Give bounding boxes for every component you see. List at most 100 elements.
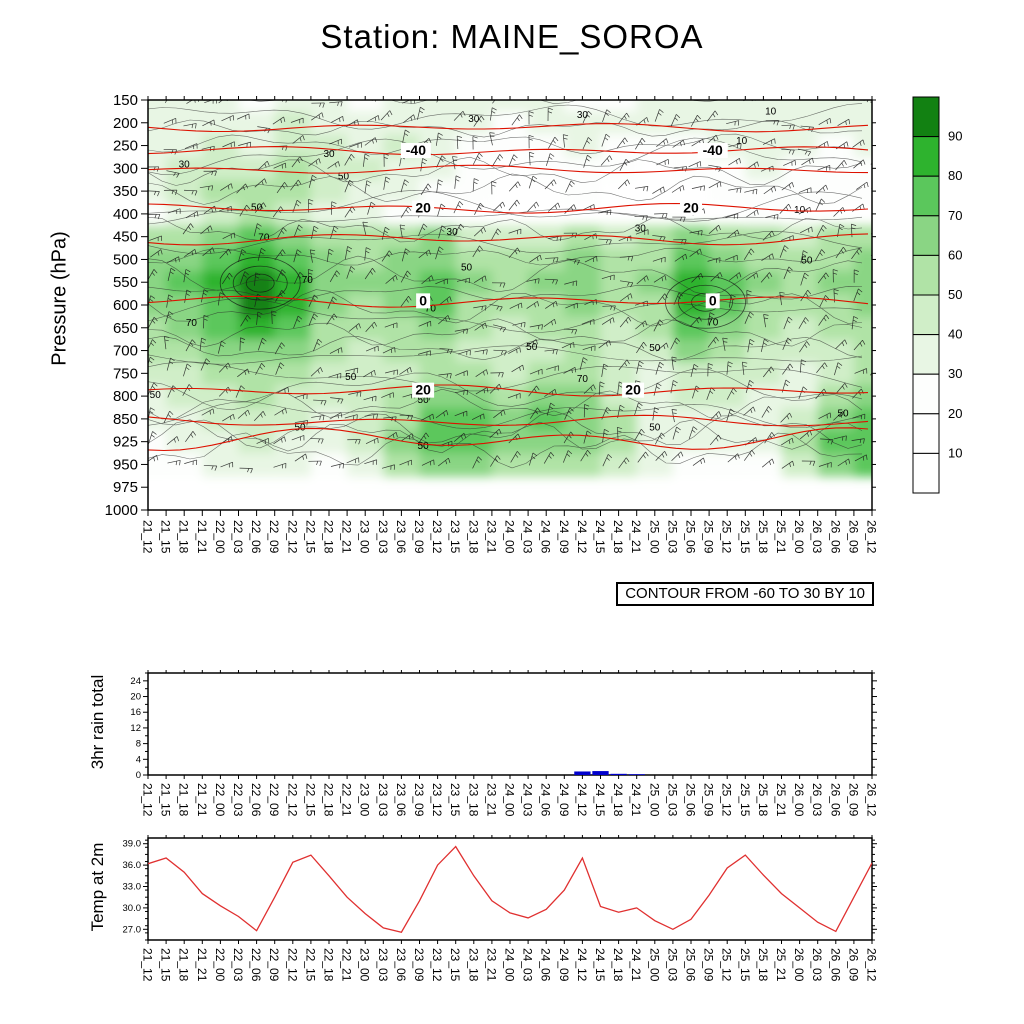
svg-text:975: 975 xyxy=(113,479,138,496)
svg-text:24_12: 24_12 xyxy=(575,520,589,554)
svg-text:23_12: 23_12 xyxy=(430,948,444,982)
svg-text:22_21: 22_21 xyxy=(340,783,354,817)
time-tick-labels: 21_12 21_15 21_18 21_21 22_00 22_03 22_06 22_09… xyxy=(141,520,879,554)
svg-text:23_12: 23_12 xyxy=(430,520,444,554)
svg-text:22_09: 22_09 xyxy=(267,783,281,817)
svg-text:800: 800 xyxy=(113,388,138,405)
svg-text:250: 250 xyxy=(113,138,138,155)
svg-text:50: 50 xyxy=(345,372,357,383)
cross-section-chart: 30 30 10 30 30 50 50 10 30 70 30 50 50 70 70 70 70 50 50 70… xyxy=(105,92,879,554)
svg-text:1000: 1000 xyxy=(105,502,138,519)
svg-text:950: 950 xyxy=(113,456,138,473)
svg-text:24_21: 24_21 xyxy=(629,783,643,817)
svg-text:25_03: 25_03 xyxy=(665,520,679,554)
svg-text:500: 500 xyxy=(113,251,138,268)
svg-text:24_18: 24_18 xyxy=(611,783,625,817)
svg-text:22_18: 22_18 xyxy=(322,520,336,554)
svg-text:24_12: 24_12 xyxy=(575,948,589,982)
svg-text:24_03: 24_03 xyxy=(521,948,535,982)
svg-text:70: 70 xyxy=(707,317,719,328)
svg-text:23_18: 23_18 xyxy=(466,948,480,982)
temp-line xyxy=(148,845,872,933)
svg-text:25_09: 25_09 xyxy=(702,783,716,817)
svg-text:30: 30 xyxy=(468,114,480,125)
svg-text:24_03: 24_03 xyxy=(521,783,535,817)
svg-text:20: 20 xyxy=(948,406,962,421)
svg-text:25_00: 25_00 xyxy=(647,948,661,982)
svg-text:24_15: 24_15 xyxy=(593,783,607,817)
rain-chart: 0 4 8 12 16 20 24 21_12 21_15 21_18 21_21 22_00 22_0… xyxy=(130,670,879,817)
svg-text:10: 10 xyxy=(765,106,777,117)
svg-text:26_09: 26_09 xyxy=(846,520,860,554)
svg-text:50: 50 xyxy=(649,422,661,433)
svg-text:23_09: 23_09 xyxy=(412,783,426,817)
svg-text:50: 50 xyxy=(526,342,538,353)
svg-text:22_03: 22_03 xyxy=(231,783,245,817)
svg-text:70: 70 xyxy=(302,275,314,286)
svg-text:650: 650 xyxy=(113,320,138,337)
svg-text:25_00: 25_00 xyxy=(647,783,661,817)
svg-text:22_21: 22_21 xyxy=(340,520,354,554)
svg-text:-40: -40 xyxy=(703,142,723,158)
svg-text:33.0: 33.0 xyxy=(123,882,142,893)
panel-y-labels: 27.0 30.0 33.0 36.0 39.0 xyxy=(123,839,142,936)
svg-text:25_12: 25_12 xyxy=(720,948,734,982)
svg-text:36.0: 36.0 xyxy=(123,860,142,871)
svg-text:24: 24 xyxy=(130,676,141,687)
svg-text:20: 20 xyxy=(625,382,641,398)
svg-text:70: 70 xyxy=(258,233,270,244)
svg-text:24_21: 24_21 xyxy=(629,948,643,982)
svg-text:30: 30 xyxy=(948,366,962,381)
svg-text:26_03: 26_03 xyxy=(810,520,824,554)
svg-text:24_03: 24_03 xyxy=(521,520,535,554)
svg-text:23_06: 23_06 xyxy=(394,948,408,982)
svg-text:26_12: 26_12 xyxy=(865,783,879,817)
svg-text:400: 400 xyxy=(113,206,138,223)
temperature-contours: -40 -40 20 20 0 0 20 20 xyxy=(148,123,869,452)
svg-text:12: 12 xyxy=(130,723,141,734)
svg-text:26_03: 26_03 xyxy=(810,783,824,817)
svg-text:50: 50 xyxy=(294,422,306,433)
svg-text:0: 0 xyxy=(709,292,717,308)
svg-text:25_12: 25_12 xyxy=(720,783,734,817)
svg-text:700: 700 xyxy=(113,343,138,360)
svg-text:22_18: 22_18 xyxy=(322,783,336,817)
svg-text:23_18: 23_18 xyxy=(466,783,480,817)
svg-text:22_00: 22_00 xyxy=(213,783,227,817)
black-contour-labels: 30 30 10 30 30 50 50 10 30 70 30 50 50 70 70 70 70 50 50 70… xyxy=(150,106,849,452)
time-tick-labels: 21_12 21_15 21_18 21_21 22_00 22_03 22_06 22_09… xyxy=(141,783,879,817)
svg-text:70: 70 xyxy=(577,374,589,385)
svg-text:30: 30 xyxy=(635,223,647,234)
svg-text:600: 600 xyxy=(113,297,138,314)
svg-text:70: 70 xyxy=(425,304,437,315)
svg-text:450: 450 xyxy=(113,229,138,246)
svg-text:24_09: 24_09 xyxy=(557,520,571,554)
svg-text:24_15: 24_15 xyxy=(593,520,607,554)
contour-range-note: CONTOUR FROM -60 TO 30 BY 10 xyxy=(616,582,874,606)
svg-text:25_06: 25_06 xyxy=(684,948,698,982)
temp-chart: 27.0 30.0 33.0 36.0 39.0 21_12 21_15 21_18 21_21… xyxy=(123,835,879,982)
svg-text:70: 70 xyxy=(186,318,198,329)
svg-text:22_12: 22_12 xyxy=(285,783,299,817)
svg-text:23_00: 23_00 xyxy=(358,520,372,554)
svg-text:22_18: 22_18 xyxy=(322,948,336,982)
svg-text:50: 50 xyxy=(649,343,661,354)
svg-text:26_06: 26_06 xyxy=(828,948,842,982)
svg-text:26_06: 26_06 xyxy=(828,783,842,817)
svg-text:24_18: 24_18 xyxy=(611,520,625,554)
svg-text:21_18: 21_18 xyxy=(177,948,191,982)
svg-text:22_03: 22_03 xyxy=(231,520,245,554)
svg-text:22_09: 22_09 xyxy=(267,520,281,554)
page-title: Station: MAINE_SOROA xyxy=(320,18,704,55)
svg-text:50: 50 xyxy=(338,172,350,183)
svg-text:25_06: 25_06 xyxy=(684,520,698,554)
svg-text:24_12: 24_12 xyxy=(575,783,589,817)
svg-text:70: 70 xyxy=(948,208,962,223)
svg-text:21_15: 21_15 xyxy=(159,948,173,982)
svg-text:26_06: 26_06 xyxy=(828,520,842,554)
svg-text:24_00: 24_00 xyxy=(503,783,517,817)
svg-text:-40: -40 xyxy=(406,142,426,158)
svg-text:27.0: 27.0 xyxy=(123,924,142,935)
svg-text:24_00: 24_00 xyxy=(503,520,517,554)
svg-text:23_09: 23_09 xyxy=(412,520,426,554)
